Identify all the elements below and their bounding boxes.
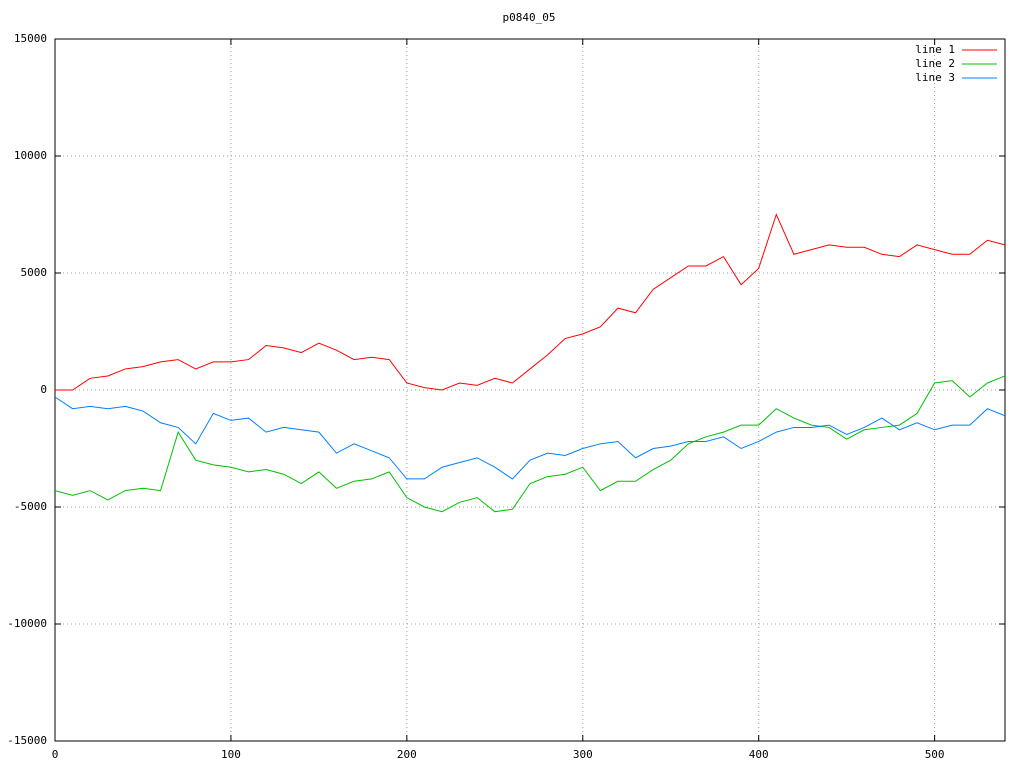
y-tick-label: 10000 bbox=[14, 149, 47, 162]
x-tick-label: 300 bbox=[573, 748, 593, 761]
y-tick-label: -15000 bbox=[7, 734, 47, 747]
x-tick-label: 0 bbox=[52, 748, 59, 761]
legend-label: line 2 bbox=[915, 57, 955, 70]
y-tick-label: 0 bbox=[40, 383, 47, 396]
chart-title: p0840_05 bbox=[503, 11, 556, 24]
y-tick-label: -5000 bbox=[14, 500, 47, 513]
legend-label: line 3 bbox=[915, 71, 955, 84]
plot-frame bbox=[54, 38, 1006, 742]
series-line bbox=[54, 375, 1006, 513]
series-line bbox=[55, 213, 1006, 391]
y-tick-label: -10000 bbox=[7, 617, 47, 630]
series-line bbox=[54, 396, 1006, 480]
x-tick-label: 100 bbox=[221, 748, 241, 761]
legend-label: line 1 bbox=[915, 43, 955, 56]
y-tick-label: 5000 bbox=[21, 266, 48, 279]
x-tick-label: 500 bbox=[925, 748, 945, 761]
y-tick-label: 15000 bbox=[14, 32, 47, 45]
x-tick-label: 400 bbox=[749, 748, 769, 761]
x-tick-label: 200 bbox=[397, 748, 417, 761]
